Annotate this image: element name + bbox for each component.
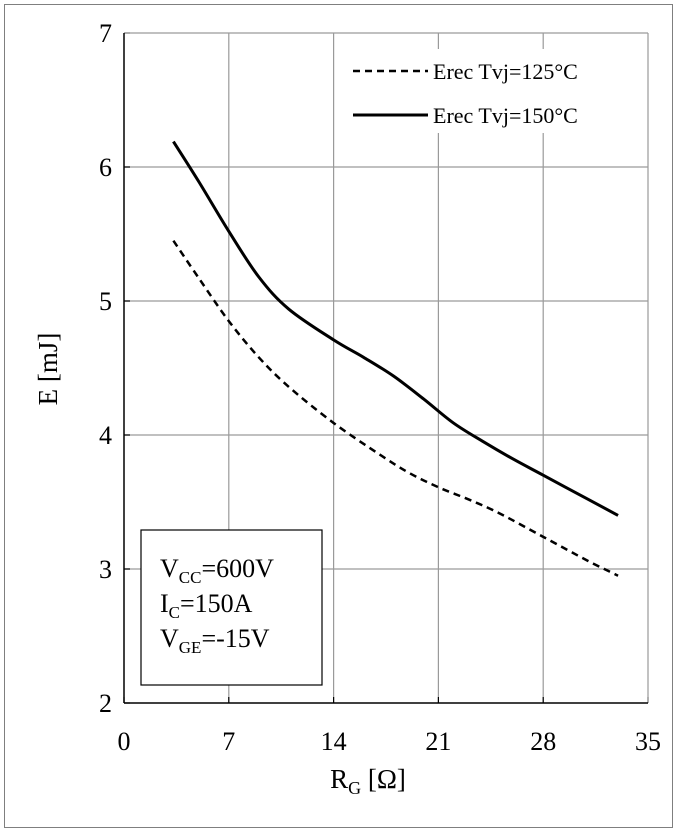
x-axis-label-main: R	[330, 764, 348, 794]
legend: Erec Tvj=125°C Erec Tvj=150°C	[338, 49, 644, 133]
x-tick-label: 28	[530, 727, 556, 756]
legend-label-150: Erec Tvj=150°C	[433, 103, 578, 128]
condition-vcc: VCC=600V	[160, 554, 274, 587]
legend-label-125: Erec Tvj=125°C	[433, 59, 578, 84]
y-axis-label: E [mJ]	[33, 333, 63, 406]
x-axis-label-sub: G	[348, 778, 361, 798]
plot-area	[123, 32, 649, 704]
series-lines	[172, 140, 619, 577]
y-tick-label: 6	[99, 153, 112, 182]
x-tick-label: 7	[222, 727, 235, 756]
legend-background	[338, 49, 644, 133]
x-tick-label: 14	[321, 727, 347, 756]
y-tick-label: 7	[99, 19, 112, 48]
x-tick-label: 35	[635, 727, 661, 756]
condition-vge: VGE=-15V	[160, 624, 270, 657]
y-tick-label: 5	[99, 287, 112, 316]
series-line-150	[172, 140, 619, 517]
condition-ic: IC=150A	[160, 589, 253, 622]
y-tick-label: 3	[99, 555, 112, 584]
y-tick-label: 4	[99, 421, 112, 450]
y-tick-label: 2	[99, 689, 112, 718]
series-line-125	[172, 239, 619, 577]
x-axis-label: RG [Ω]	[330, 764, 406, 798]
x-axis-label-unit: [Ω]	[361, 764, 406, 794]
x-tick-label: 0	[118, 727, 131, 756]
chart-frame	[4, 4, 673, 828]
tick-labels: 0 7 14 21 28 35 2 3 4 5 6 7	[99, 19, 661, 756]
conditions-box: VCC=600V IC=150A VGE=-15V	[140, 529, 323, 686]
x-tick-label: 21	[425, 727, 451, 756]
conditions-box-border	[140, 529, 323, 686]
